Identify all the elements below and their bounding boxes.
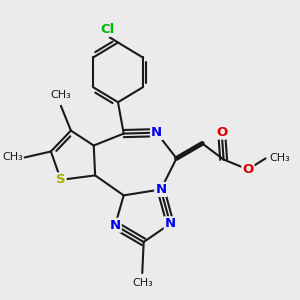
Text: S: S	[56, 173, 66, 186]
Text: O: O	[216, 126, 227, 139]
Text: CH₃: CH₃	[2, 152, 23, 163]
Text: N: N	[155, 183, 167, 196]
Text: CH₃: CH₃	[269, 153, 290, 164]
Text: CH₃: CH₃	[50, 90, 71, 100]
Text: N: N	[110, 219, 121, 232]
Text: N: N	[165, 217, 176, 230]
Text: O: O	[242, 163, 253, 176]
Text: Cl: Cl	[101, 23, 115, 36]
Text: CH₃: CH₃	[132, 278, 153, 288]
Text: N: N	[151, 126, 162, 139]
